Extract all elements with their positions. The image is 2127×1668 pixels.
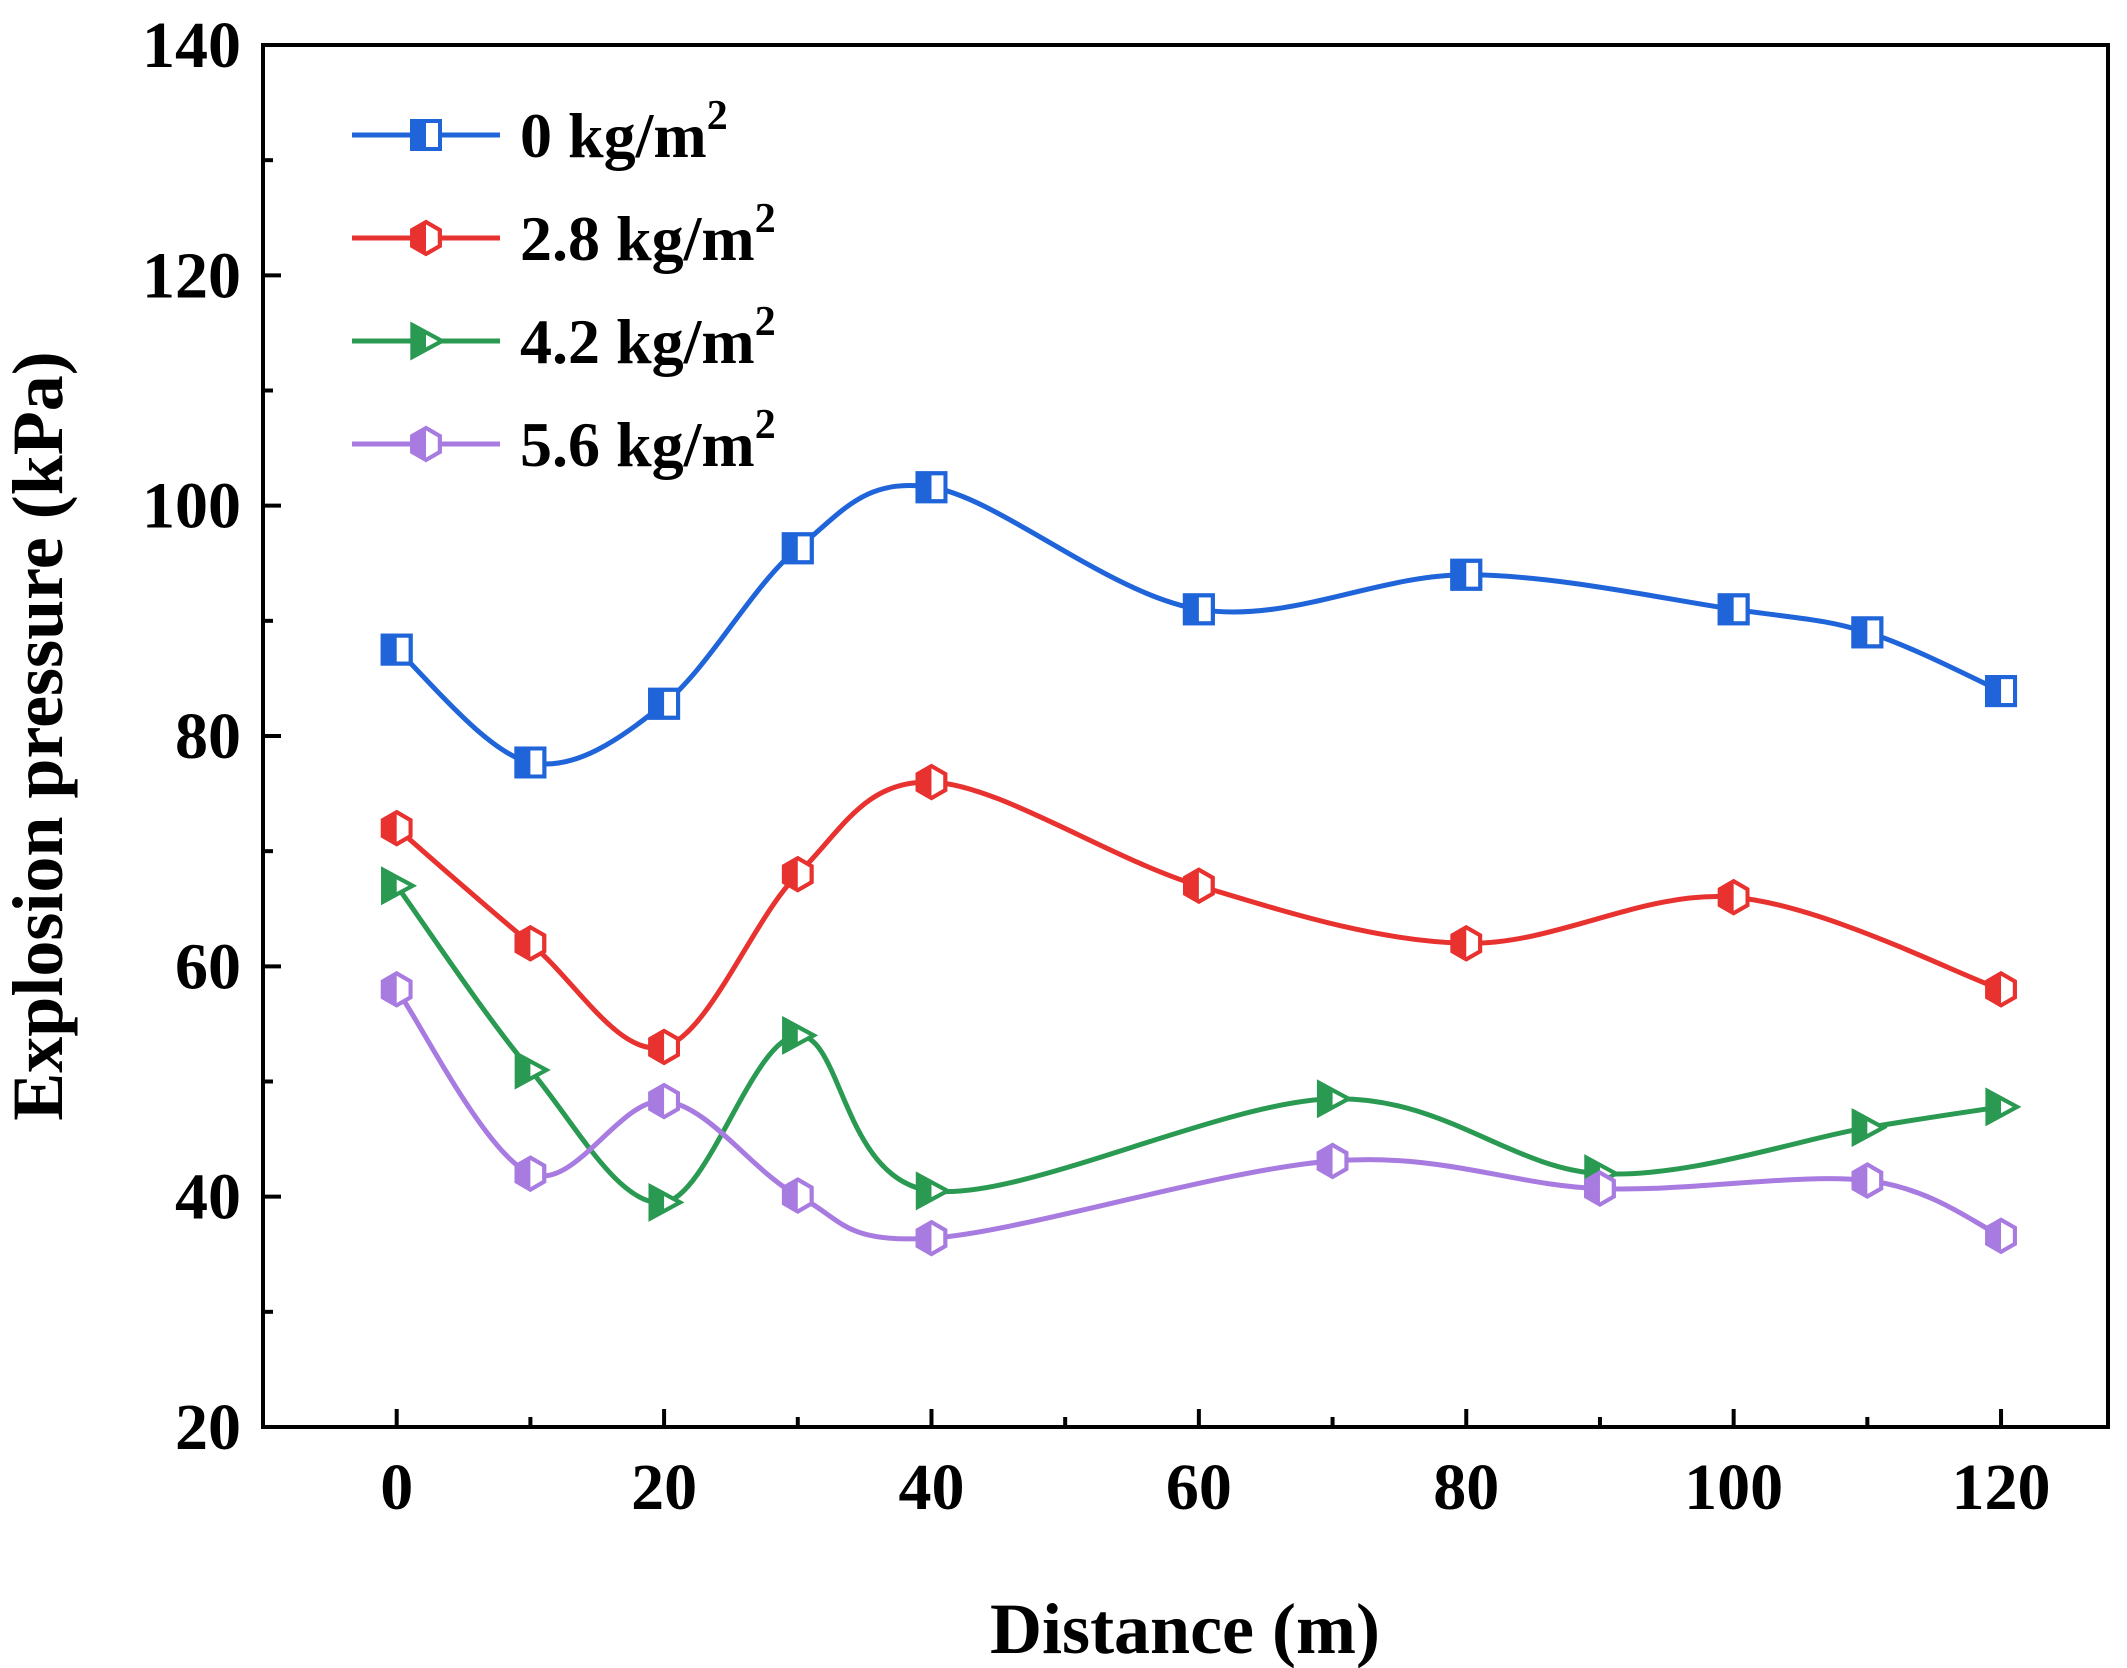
data-point xyxy=(1985,1217,2017,1255)
series-layer xyxy=(380,471,2022,1257)
data-point xyxy=(514,746,547,779)
x-tick-label: 80 xyxy=(1433,1451,1499,1524)
data-point xyxy=(1450,558,1483,591)
data-point xyxy=(1985,1087,2022,1127)
series-line xyxy=(394,987,2003,1242)
y-tick-label: 20 xyxy=(175,1391,241,1464)
data-point xyxy=(1182,593,1215,626)
y-tick-label: 140 xyxy=(142,9,241,82)
legend: 0 kg/m2 2.8 kg/m2 4.2 kg/m2 5.6 kg/m2 xyxy=(352,93,776,480)
legend-marker xyxy=(410,219,442,257)
data-point xyxy=(514,924,547,962)
data-point xyxy=(648,687,681,720)
data-point xyxy=(381,866,417,906)
legend-item: 4.2 kg/m2 xyxy=(352,299,776,377)
y-tick-label: 120 xyxy=(142,239,241,312)
data-point xyxy=(1851,616,1884,649)
data-point xyxy=(1183,867,1215,905)
data-point xyxy=(1584,1170,1616,1207)
x-tick-label: 0 xyxy=(380,1451,413,1524)
data-point xyxy=(781,1177,814,1214)
legend-marker xyxy=(410,425,442,463)
data-point xyxy=(781,855,814,893)
y-axis: 20 40 60 80 100 120 140 xyxy=(142,9,281,1464)
legend-marker xyxy=(410,119,442,151)
data-point xyxy=(1450,924,1483,962)
legend-item: 0 kg/m2 xyxy=(352,93,728,171)
legend-label: 4.2 kg/m2 xyxy=(520,299,776,377)
data-point xyxy=(1717,593,1750,626)
series-2 xyxy=(380,763,2017,1066)
data-point xyxy=(915,1171,952,1211)
y-tick-label: 60 xyxy=(175,930,241,1003)
data-point xyxy=(1851,1108,1888,1147)
series-3 xyxy=(381,866,2022,1222)
data-point xyxy=(915,1219,948,1257)
legend-label: 2.8 kg/m2 xyxy=(520,196,776,274)
y-tick-label: 40 xyxy=(175,1161,241,1234)
x-tick-label: 60 xyxy=(1166,1451,1232,1524)
legend-marker xyxy=(410,321,447,361)
data-point xyxy=(1316,1142,1349,1180)
legend-label: 5.6 kg/m2 xyxy=(520,402,776,480)
data-point xyxy=(514,1155,547,1192)
data-point xyxy=(1985,675,2018,708)
data-point xyxy=(648,1183,685,1222)
x-axis: 0 20 40 60 80 100 120 xyxy=(380,1409,2051,1524)
data-point xyxy=(1717,878,1750,916)
legend-label: 0 kg/m2 xyxy=(520,93,728,171)
series-line xyxy=(395,779,2002,1051)
series-1 xyxy=(380,471,2018,779)
x-tick-label: 120 xyxy=(1952,1451,2051,1524)
data-point xyxy=(380,809,413,847)
series-line xyxy=(395,483,2003,767)
data-point xyxy=(1985,971,2017,1008)
data-point xyxy=(648,1082,680,1120)
x-tick-label: 20 xyxy=(631,1451,697,1524)
y-axis-title: Explosion pressure (kPa) xyxy=(0,351,78,1120)
data-point xyxy=(1851,1162,1884,1199)
data-point xyxy=(782,1016,818,1055)
y-tick-label: 80 xyxy=(175,700,241,773)
data-point xyxy=(514,1050,551,1090)
data-point xyxy=(380,971,413,1008)
x-tick-label: 100 xyxy=(1684,1451,1783,1524)
data-point xyxy=(648,1028,680,1066)
data-point xyxy=(915,763,948,801)
legend-item: 5.6 kg/m2 xyxy=(352,402,776,480)
data-point xyxy=(380,633,413,666)
data-point xyxy=(1316,1079,1353,1119)
data-point xyxy=(915,471,948,504)
y-tick-label: 100 xyxy=(142,470,241,543)
data-point xyxy=(781,532,814,565)
legend-item: 2.8 kg/m2 xyxy=(352,196,776,274)
series-4 xyxy=(380,971,2017,1257)
x-tick-label: 40 xyxy=(898,1451,964,1524)
x-axis-title: Distance (m) xyxy=(990,1589,1380,1668)
